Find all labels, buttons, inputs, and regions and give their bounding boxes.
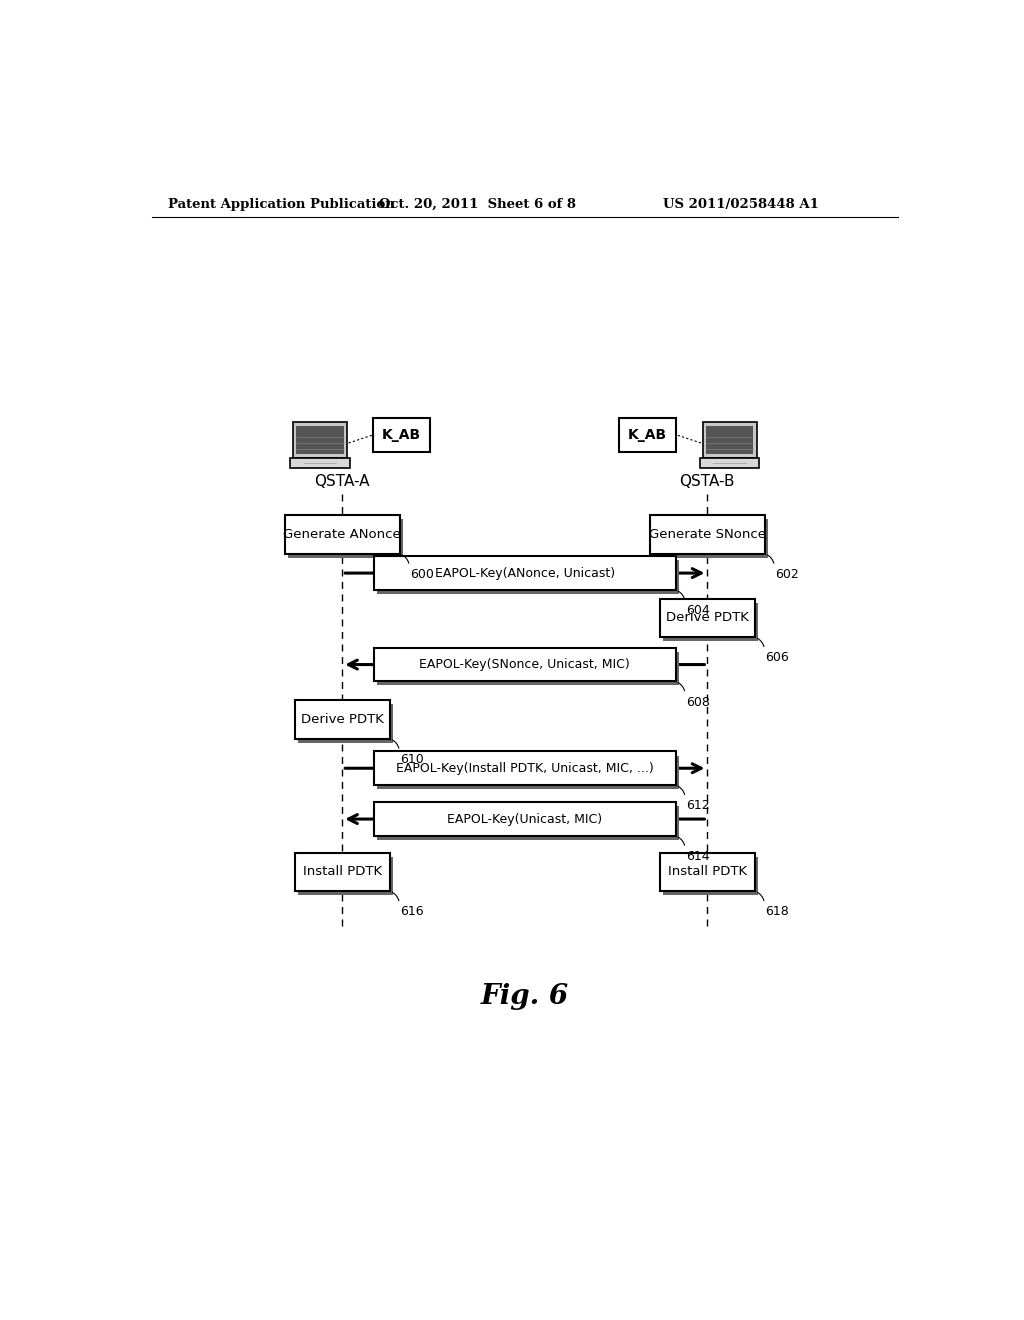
Text: 604: 604 <box>686 605 710 616</box>
Bar <box>706 426 754 454</box>
Bar <box>293 422 347 458</box>
Bar <box>377 561 679 594</box>
Text: 600: 600 <box>411 568 434 581</box>
Bar <box>285 515 399 554</box>
Bar <box>295 700 390 739</box>
Bar <box>377 652 679 685</box>
Bar <box>650 515 765 554</box>
Bar <box>374 751 676 785</box>
Text: Install PDTK: Install PDTK <box>303 866 382 878</box>
Text: K_AB: K_AB <box>382 428 421 442</box>
Bar <box>663 602 758 642</box>
Text: Fig. 6: Fig. 6 <box>480 983 569 1010</box>
Bar <box>377 755 679 789</box>
Text: Install PDTK: Install PDTK <box>668 866 746 878</box>
Text: EAPOL-Key(SNonce, Unicast, MIC): EAPOL-Key(SNonce, Unicast, MIC) <box>420 659 630 671</box>
Bar <box>377 807 679 840</box>
Text: EAPOL-Key(Unicast, MIC): EAPOL-Key(Unicast, MIC) <box>447 813 602 825</box>
Bar <box>663 857 758 895</box>
Bar <box>295 853 390 891</box>
Text: Derive PDTK: Derive PDTK <box>301 713 384 726</box>
Text: Generate SNonce: Generate SNonce <box>649 528 766 541</box>
Text: K_AB: K_AB <box>629 428 668 442</box>
Bar <box>298 857 393 895</box>
Bar <box>373 417 430 453</box>
Text: 618: 618 <box>765 906 790 919</box>
Text: 602: 602 <box>775 568 799 581</box>
Text: 606: 606 <box>765 651 790 664</box>
Text: 610: 610 <box>400 752 424 766</box>
Text: US 2011/0258448 A1: US 2011/0258448 A1 <box>663 198 818 211</box>
Text: 614: 614 <box>686 850 710 863</box>
Bar <box>374 556 676 590</box>
Bar <box>659 853 755 891</box>
Bar <box>699 458 759 469</box>
Text: EAPOL-Key(ANonce, Unicast): EAPOL-Key(ANonce, Unicast) <box>435 566 614 579</box>
Bar <box>620 417 677 453</box>
Bar <box>291 458 350 469</box>
Bar <box>702 422 757 458</box>
Bar <box>653 519 768 558</box>
Text: 612: 612 <box>686 799 710 812</box>
Text: QSTA-A: QSTA-A <box>314 474 370 490</box>
Text: Patent Application Publication: Patent Application Publication <box>168 198 394 211</box>
Bar <box>374 803 676 836</box>
Bar <box>298 704 393 743</box>
Text: EAPOL-Key(Install PDTK, Unicast, MIC, ...): EAPOL-Key(Install PDTK, Unicast, MIC, ..… <box>396 762 653 775</box>
Bar <box>374 648 676 681</box>
Text: Oct. 20, 2011  Sheet 6 of 8: Oct. 20, 2011 Sheet 6 of 8 <box>379 198 575 211</box>
Text: Derive PDTK: Derive PDTK <box>666 611 749 624</box>
Text: Generate ANonce: Generate ANonce <box>284 528 401 541</box>
Text: QSTA-B: QSTA-B <box>680 474 735 490</box>
Text: 608: 608 <box>686 696 710 709</box>
Bar <box>659 598 755 638</box>
Bar <box>288 519 403 558</box>
Bar <box>296 426 344 454</box>
Text: 616: 616 <box>400 906 424 919</box>
